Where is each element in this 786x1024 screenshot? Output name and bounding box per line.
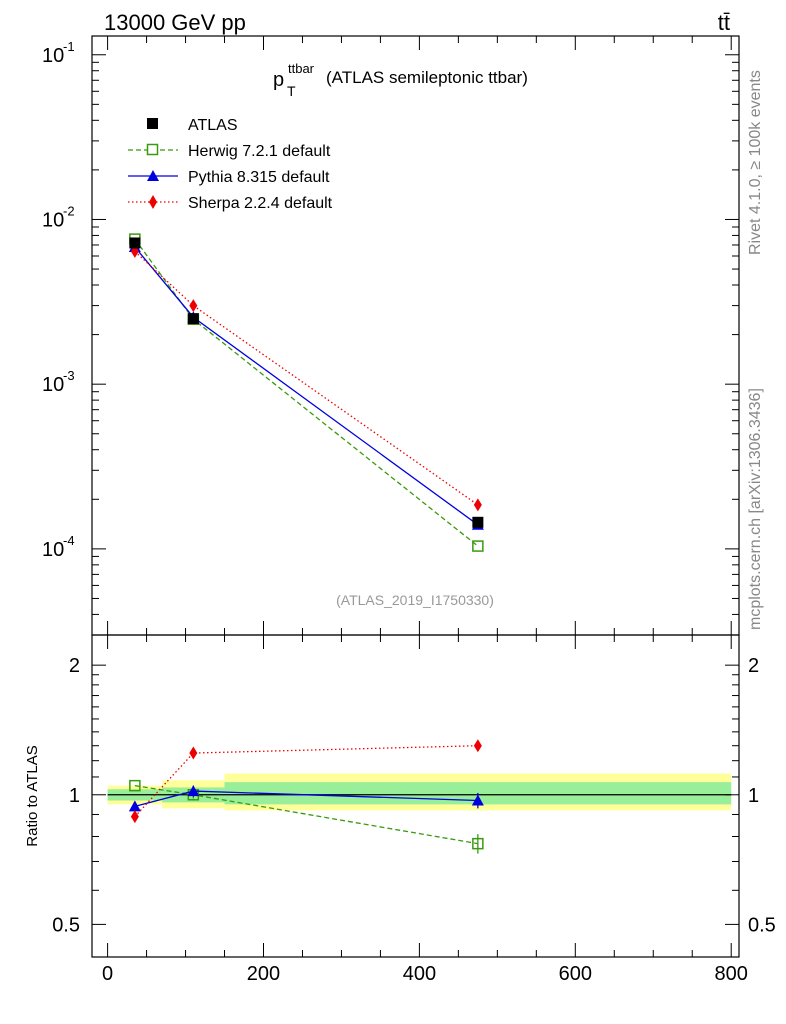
ratio-series (128, 739, 484, 854)
ratio-ytick-label-left: 0.5 (52, 914, 80, 936)
title-main: p (273, 69, 284, 91)
main-series-line-sherpa (134, 250, 479, 506)
ratio-xtick-label: 600 (559, 963, 592, 985)
main-ytick-exponent: -1 (63, 39, 75, 54)
ratio-plot-frame (91, 634, 740, 958)
plot-title: p ttbar T (ATLAS semileptonic ttbar) (273, 61, 528, 99)
title-sup: ttbar (288, 61, 315, 76)
main-series (128, 233, 484, 552)
ratio-point-sherpa (189, 746, 198, 760)
legend-entry-pythia: Pythia 8.315 default (128, 169, 330, 186)
title-rest: (ATLAS semileptonic ttbar) (326, 68, 528, 87)
main-ytick-label: 10 (42, 209, 64, 231)
legend-herwig-marker (146, 143, 159, 156)
legend-pythia-label: Pythia 8.315 default (188, 169, 330, 186)
main-point-atlas (187, 313, 199, 325)
main-ytick-label: 10 (42, 45, 64, 67)
title-sub: T (287, 83, 296, 99)
analysis-watermark: (ATLAS_2019_I1750330) (336, 592, 494, 608)
ratio-point-pythia (471, 794, 484, 806)
mcplots-label: mcplots.cern.ch [arXiv:1306.3436] (747, 388, 764, 630)
ratio-point-sherpa (130, 810, 139, 824)
ratio-ytick-label-right: 2 (748, 655, 759, 677)
header-right-label: tt̄ (718, 10, 730, 35)
ratio-bands (107, 773, 732, 811)
legend-entry-herwig: Herwig 7.2.1 default (128, 143, 331, 160)
main-point-herwig (472, 540, 484, 552)
main-ytick-exponent: -2 (63, 203, 75, 218)
header-left-label: 13000 GeV pp (104, 10, 246, 35)
legend: ATLAS Herwig 7.2.1 default Pythia 8.315 … (128, 117, 333, 212)
main-point-sherpa (473, 498, 482, 512)
ratio-axes: 0 200 400 600 800 2 2 1 1 0.5 0.5 (52, 635, 776, 985)
ratio-ytick-label-right: 0.5 (748, 914, 776, 936)
main-ytick-exponent: -3 (63, 368, 75, 383)
legend-entry-sherpa: Sherpa 2.2.4 default (128, 195, 333, 212)
ratio-point-herwig (129, 779, 141, 792)
main-ytick-label: 10 (42, 374, 64, 396)
main-point-atlas (129, 237, 141, 249)
legend-atlas-marker (147, 118, 158, 129)
main-series-line-herwig (134, 238, 479, 547)
ratio-ytick-label-right: 1 (748, 785, 759, 807)
ratio-point-herwig (472, 837, 484, 850)
ratio-ylabel: Ratio to ATLAS (24, 745, 41, 846)
ratio-point-pythia (128, 800, 141, 812)
main-point-atlas (472, 516, 484, 528)
ratio-point-pythia (187, 785, 200, 797)
main-series-line-pythia (134, 246, 479, 526)
ratio-xtick-label: 0 (102, 963, 113, 985)
ratio-series-line-sherpa (134, 745, 478, 818)
ratio-ytick-label-left: 2 (69, 655, 80, 677)
main-axes: 10-110-210-310-4 (42, 36, 739, 636)
ratio-point-sherpa (473, 739, 482, 753)
main-point-sherpa (189, 299, 198, 313)
legend-sherpa-label: Sherpa 2.2.4 default (188, 195, 333, 212)
legend-entry-atlas: ATLAS (147, 117, 238, 134)
ratio-xtick-label: 200 (247, 963, 280, 985)
rivet-label: Rivet 4.1.0, ≥ 100k events (747, 70, 764, 255)
legend-herwig-label: Herwig 7.2.1 default (188, 143, 331, 160)
ratio-xtick-label: 400 (403, 963, 436, 985)
legend-atlas-label: ATLAS (188, 117, 238, 134)
legend-pythia-marker (147, 170, 159, 181)
main-ytick-label: 10 (42, 539, 64, 561)
ratio-ytick-label-left: 1 (69, 785, 80, 807)
main-ytick-exponent: -4 (63, 533, 75, 548)
legend-sherpa-marker (149, 195, 157, 209)
ratio-xtick-label: 800 (715, 963, 748, 985)
